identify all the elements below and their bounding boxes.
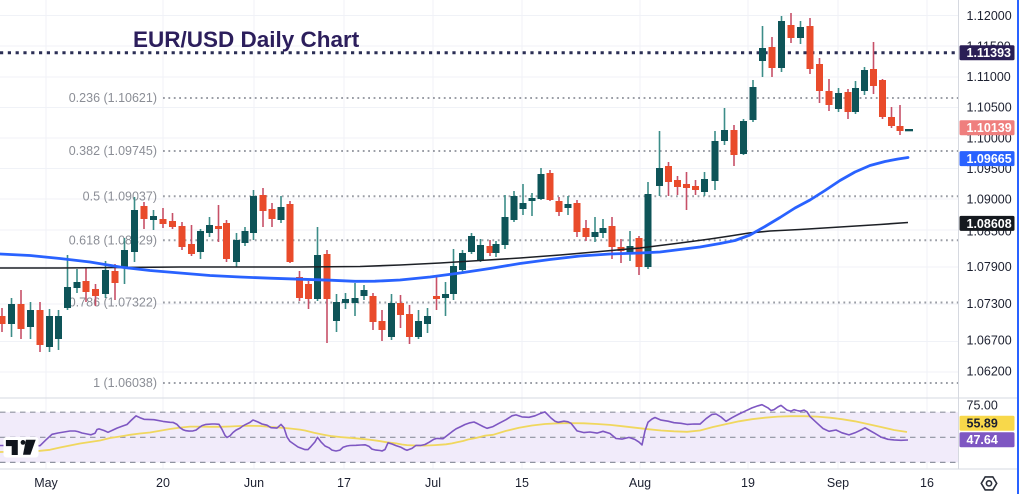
- svg-text:0.236 (1.10621): 0.236 (1.10621): [69, 91, 157, 105]
- svg-text:17: 17: [337, 476, 351, 490]
- svg-text:1.07300: 1.07300: [967, 297, 1012, 311]
- svg-text:Jun: Jun: [244, 476, 264, 490]
- svg-text:0.618 (1.08329): 0.618 (1.08329): [69, 234, 157, 248]
- svg-text:0.786 (1.07322): 0.786 (1.07322): [69, 296, 157, 310]
- svg-text:1.10500: 1.10500: [967, 101, 1012, 115]
- svg-text:1.11393: 1.11393: [967, 46, 1012, 60]
- svg-text:1.07900: 1.07900: [967, 260, 1012, 274]
- svg-text:1.06200: 1.06200: [967, 364, 1012, 378]
- svg-text:47.64: 47.64: [967, 433, 998, 447]
- svg-text:EUR/USD Daily Chart: EUR/USD Daily Chart: [133, 27, 360, 52]
- svg-text:0.5 (1.09037): 0.5 (1.09037): [83, 190, 157, 204]
- svg-text:1.11000: 1.11000: [967, 70, 1011, 84]
- svg-text:May: May: [34, 476, 58, 490]
- svg-text:Sep: Sep: [827, 476, 849, 490]
- svg-text:Aug: Aug: [629, 476, 651, 490]
- svg-text:15: 15: [515, 476, 529, 490]
- svg-text:16: 16: [920, 476, 934, 490]
- svg-text:1.09665: 1.09665: [967, 152, 1012, 166]
- svg-text:1.08608: 1.08608: [967, 217, 1012, 231]
- svg-text:0.382 (1.09745): 0.382 (1.09745): [69, 144, 157, 158]
- svg-text:1.12000: 1.12000: [967, 9, 1012, 23]
- svg-text:19: 19: [741, 476, 755, 490]
- svg-text:Jul: Jul: [425, 476, 441, 490]
- svg-text:55.89: 55.89: [967, 417, 998, 431]
- svg-text:1.06700: 1.06700: [967, 334, 1012, 348]
- svg-text:1.09000: 1.09000: [967, 193, 1012, 207]
- svg-text:20: 20: [156, 476, 170, 490]
- svg-text:75.00: 75.00: [967, 398, 998, 412]
- svg-text:1 (1.06038): 1 (1.06038): [93, 376, 157, 390]
- svg-text:1.10139: 1.10139: [967, 121, 1012, 135]
